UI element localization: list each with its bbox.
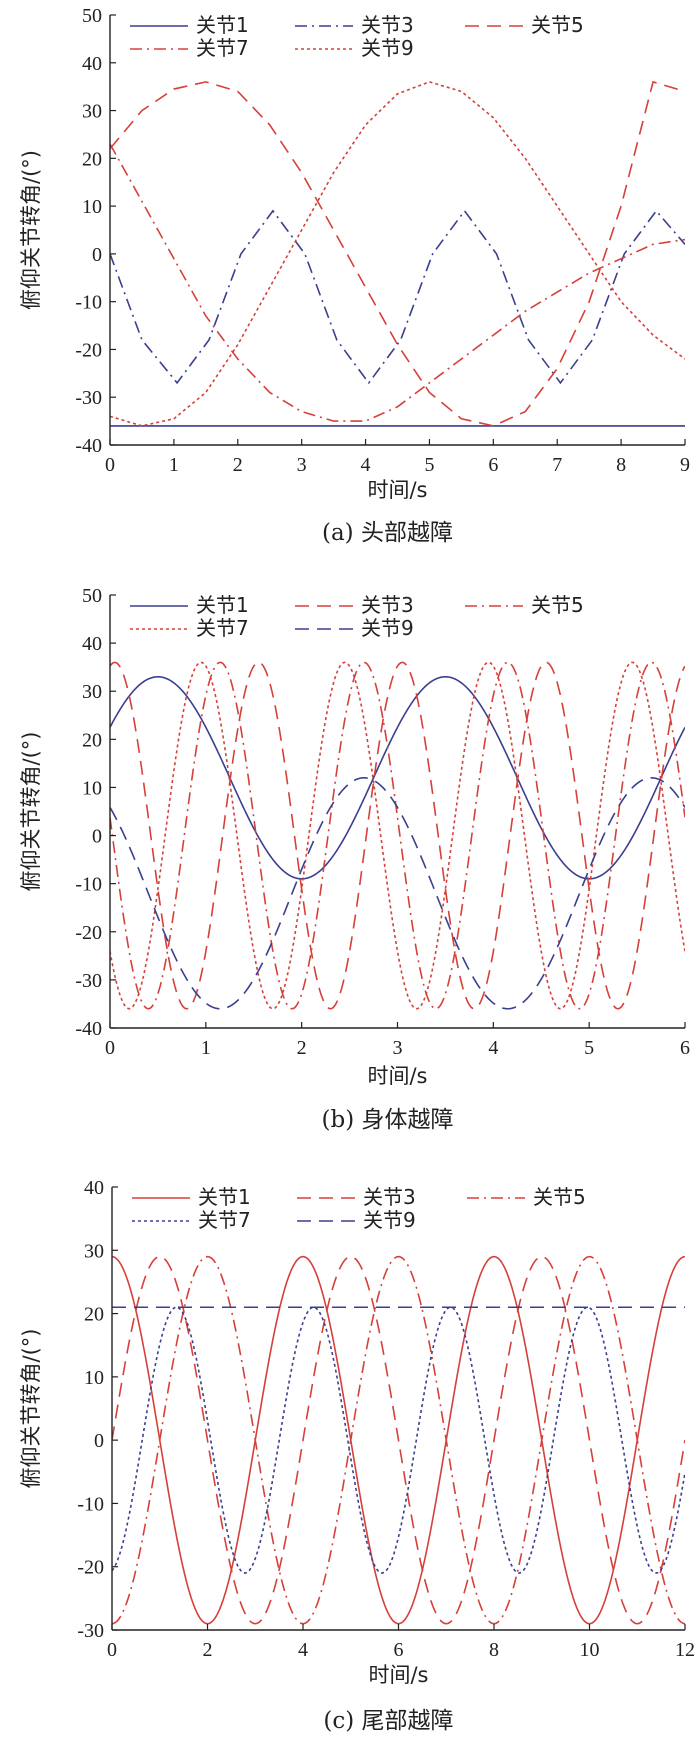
x-axis-title: 时间/s: [367, 1064, 427, 1088]
series-line-1: [110, 675, 685, 880]
y-tick-label: 10: [82, 777, 102, 799]
legend-label: 关节9: [363, 1208, 416, 1232]
legend-label: 关节1: [196, 593, 249, 617]
x-tick-label: 4: [298, 1639, 308, 1661]
y-tick-label: 40: [84, 1177, 104, 1199]
y-tick-label: -20: [75, 922, 102, 944]
x-tick-label: 2: [203, 1639, 213, 1661]
y-tick-label: 10: [84, 1367, 104, 1389]
x-tick-label: 3: [393, 1037, 403, 1059]
chart-panel-1: -40 -30 -20 -10 0 10 20 30 40 50 0 1 2 3 4 5 6 7 8 9 时间/s 俯仰关…: [19, 5, 690, 546]
legend-label: 关节5: [531, 593, 584, 617]
legend-label: 关节7: [198, 1208, 251, 1232]
legend-label: 关节9: [361, 616, 414, 640]
series-line-3: [110, 80, 685, 427]
series-line-5: [110, 777, 685, 1010]
legend-label: 关节1: [198, 1185, 251, 1209]
y-tick-label: 40: [82, 633, 102, 655]
legend-label: 关节5: [533, 1185, 586, 1209]
series-line-4: [112, 1306, 685, 1574]
x-tick-label: 6: [680, 1037, 690, 1059]
legend-label: 关节7: [196, 616, 249, 640]
legend-label: 关节9: [361, 36, 414, 60]
series-line-2: [112, 1255, 685, 1625]
legend: 关节1 关节3 关节5 关节7 关节9: [132, 1185, 586, 1232]
y-axis-title: 俯仰关节转角/(°): [19, 1329, 43, 1489]
y-tick-label: -30: [75, 970, 102, 992]
y-tick-label: 50: [82, 585, 102, 607]
y-tick-label: 20: [82, 729, 102, 751]
legend-label: 关节5: [531, 13, 584, 37]
legend-label: 关节3: [361, 13, 414, 37]
x-tick-label: 0: [107, 1639, 117, 1661]
chart-caption: (a) 头部越障: [322, 520, 453, 546]
x-tick-label: 1: [201, 1037, 211, 1059]
x-tick-label: 6: [488, 454, 498, 476]
x-tick-label: 4: [361, 454, 371, 476]
x-tick-label: 6: [394, 1639, 404, 1661]
y-tick-label: 0: [92, 244, 102, 266]
series-group: [112, 1255, 685, 1625]
series-line-2: [110, 661, 685, 1010]
y-tick-label: 20: [84, 1304, 104, 1326]
y-tick-label: 40: [82, 53, 102, 75]
x-tick-label: 2: [297, 1037, 307, 1059]
x-tick-label: 4: [488, 1037, 498, 1059]
legend-label: 关节3: [361, 593, 414, 617]
x-tick-label: 8: [616, 454, 626, 476]
y-tick-label: 10: [82, 196, 102, 218]
series-line-1: [112, 1255, 685, 1625]
y-tick-label: 30: [82, 681, 102, 703]
series-line-4: [110, 143, 685, 422]
y-tick-label: 30: [84, 1240, 104, 1262]
series-line-4: [110, 661, 685, 1010]
chart-panel-2: -40 -30 -20 -10 0 10 20 30 40 50 0 1 2 3 4 5 6 时间/s 俯仰关节转角…: [19, 585, 690, 1133]
x-tick-label: 10: [580, 1639, 600, 1661]
y-tick-label: -40: [75, 435, 102, 457]
series-group: [110, 80, 685, 427]
chart-caption: (b) 身体越障: [322, 1107, 454, 1133]
x-tick-label: 0: [105, 1037, 115, 1059]
y-tick-label: -20: [75, 339, 102, 361]
x-tick-label: 0: [105, 454, 115, 476]
series-line-3: [112, 1255, 685, 1625]
x-tick-label: 3: [297, 454, 307, 476]
y-tick-label: -40: [75, 1018, 102, 1040]
y-tick-label: 0: [92, 826, 102, 848]
chart-caption: (c) 尾部越障: [323, 1708, 453, 1734]
legend-label: 关节7: [196, 36, 249, 60]
x-tick-label: 5: [424, 454, 434, 476]
y-tick-label: -30: [75, 387, 102, 409]
y-axis-title: 俯仰关节转角/(°): [19, 732, 43, 892]
x-axis-title: 时间/s: [368, 1663, 428, 1687]
x-axis-title: 时间/s: [367, 478, 427, 502]
x-tick-label: 12: [675, 1639, 695, 1661]
x-tick-label: 2: [233, 454, 243, 476]
y-tick-label: 50: [82, 5, 102, 27]
x-tick-label: 8: [489, 1639, 499, 1661]
y-tick-label: -10: [75, 292, 102, 314]
x-tick-label: 1: [169, 454, 179, 476]
y-tick-label: -10: [77, 1493, 104, 1515]
chart-panel-3: -30 -20 -10 0 10 20 30 40 0 2 4 6 8 10 12 时间/s 俯仰关节转角/(°…: [19, 1177, 695, 1734]
y-tick-label: 20: [82, 148, 102, 170]
y-tick-label: 30: [82, 101, 102, 123]
series-line-3: [110, 661, 685, 1010]
x-tick-label: 9: [680, 454, 690, 476]
series-line-2: [110, 209, 685, 385]
series-group: [110, 661, 685, 1010]
y-axis-title: 俯仰关节转角/(°): [19, 150, 43, 310]
legend-label: 关节1: [196, 13, 249, 37]
legend-label: 关节3: [363, 1185, 416, 1209]
y-tick-label: -20: [77, 1557, 104, 1579]
x-tick-label: 7: [552, 454, 562, 476]
legend: 关节1 关节3 关节5 关节7 关节9: [130, 593, 584, 640]
y-tick-label: -10: [75, 874, 102, 896]
series-line-5: [110, 81, 685, 427]
x-tick-label: 5: [584, 1037, 594, 1059]
legend: 关节1 关节3 关节5 关节7 关节9: [130, 13, 584, 60]
y-tick-label: 0: [94, 1430, 104, 1452]
y-tick-label: -30: [77, 1620, 104, 1642]
